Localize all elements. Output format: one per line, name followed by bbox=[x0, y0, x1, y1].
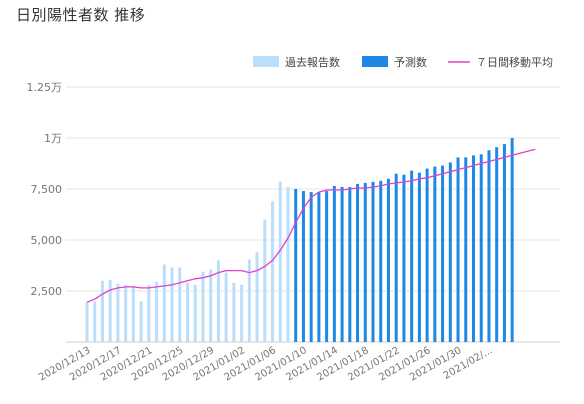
bar-past bbox=[255, 252, 259, 342]
bar-past bbox=[247, 259, 251, 342]
bar-forecast bbox=[456, 157, 460, 342]
legend-swatch bbox=[253, 56, 279, 67]
bar-forecast bbox=[356, 183, 360, 342]
bar-past bbox=[85, 302, 89, 342]
bar-forecast bbox=[425, 168, 429, 342]
bar-past bbox=[124, 284, 128, 342]
bar-past bbox=[278, 181, 282, 342]
bar-forecast bbox=[386, 178, 390, 342]
bar-past bbox=[232, 282, 236, 342]
bar-forecast bbox=[472, 155, 475, 342]
bar-past bbox=[224, 272, 228, 342]
bar-forecast bbox=[325, 191, 329, 342]
bar-past bbox=[162, 264, 166, 342]
legend-label: 予測数 bbox=[394, 55, 427, 69]
bar-past bbox=[263, 219, 267, 342]
bar-forecast bbox=[495, 147, 499, 342]
bar-past bbox=[209, 269, 213, 342]
bar-forecast bbox=[301, 191, 305, 342]
bar-past bbox=[131, 285, 135, 342]
bar-forecast bbox=[417, 172, 421, 342]
legend-label: 過去報告数 bbox=[285, 56, 340, 69]
bar-past bbox=[139, 301, 143, 342]
bar-past bbox=[155, 281, 159, 342]
y-tick-label: 1万 bbox=[44, 132, 62, 145]
moving-average-line bbox=[86, 148, 536, 303]
legend-label: ７日間移動平均 bbox=[476, 55, 553, 69]
bar-past bbox=[271, 201, 275, 342]
bar-past bbox=[193, 284, 197, 342]
bar-forecast bbox=[487, 150, 491, 342]
bar-forecast bbox=[332, 185, 336, 342]
bar-forecast bbox=[340, 186, 344, 342]
bar-past bbox=[147, 284, 151, 342]
bar-forecast bbox=[379, 180, 383, 342]
bar-forecast bbox=[371, 181, 375, 342]
bar-forecast bbox=[502, 144, 506, 342]
bar-forecast bbox=[510, 138, 514, 342]
bar-forecast bbox=[348, 186, 352, 342]
bar-forecast bbox=[464, 157, 468, 342]
bar-past bbox=[93, 301, 97, 342]
bar-past bbox=[100, 280, 104, 342]
bar-past bbox=[116, 283, 120, 342]
bar-forecast bbox=[309, 192, 313, 342]
bar-forecast bbox=[479, 154, 483, 342]
y-tick-label: 7,500 bbox=[31, 183, 63, 196]
bar-past bbox=[170, 267, 174, 342]
bar-past bbox=[185, 282, 189, 342]
bar-past bbox=[108, 279, 112, 342]
bar-past bbox=[240, 284, 244, 342]
bar-forecast bbox=[317, 192, 321, 342]
y-tick-label: 1.25万 bbox=[27, 81, 63, 94]
bar-forecast bbox=[294, 189, 298, 342]
bar-past bbox=[178, 267, 182, 342]
bar-forecast bbox=[363, 182, 367, 342]
y-tick-label: 2,500 bbox=[31, 285, 63, 298]
y-tick-label: 5,000 bbox=[31, 234, 63, 247]
bar-past bbox=[216, 260, 220, 342]
bar-forecast bbox=[433, 166, 437, 342]
bar-forecast bbox=[448, 162, 452, 342]
bar-forecast bbox=[441, 165, 445, 342]
bar-past bbox=[201, 271, 205, 342]
bar-forecast bbox=[410, 170, 414, 342]
legend-swatch bbox=[362, 56, 388, 67]
bar-past bbox=[286, 186, 290, 342]
bar-forecast bbox=[402, 174, 406, 342]
chart-title: 日別陽性者数 推移 bbox=[16, 6, 146, 24]
bar-forecast bbox=[394, 173, 398, 342]
